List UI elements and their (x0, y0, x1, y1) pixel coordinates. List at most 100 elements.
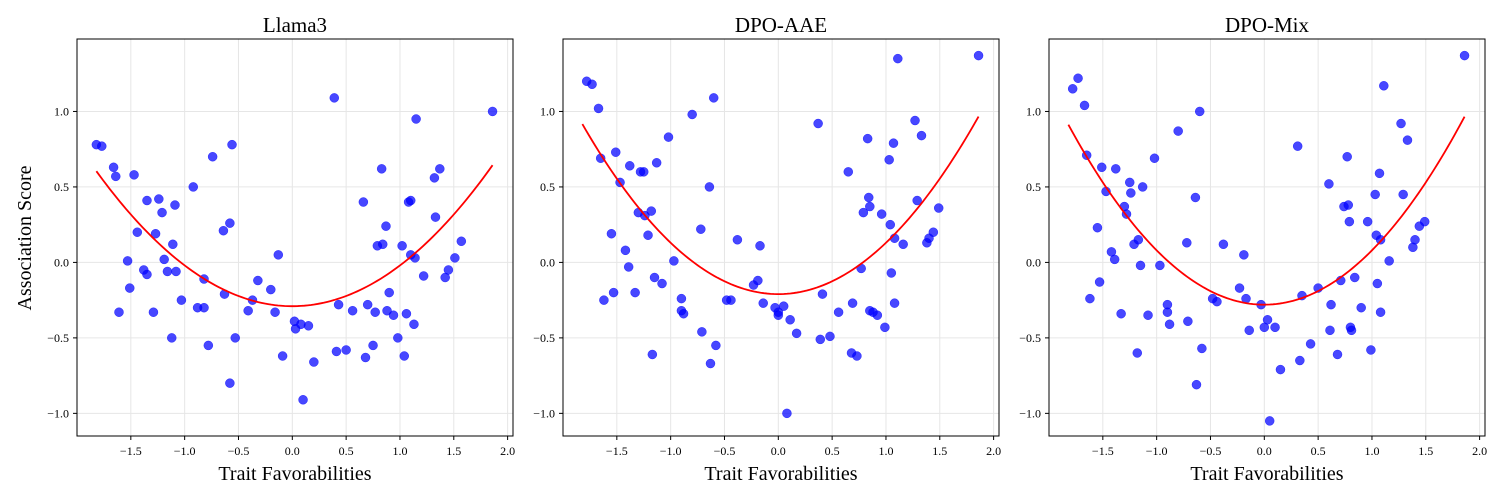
y-tick-label: 0.5 (540, 180, 555, 194)
scatter-point (910, 115, 920, 126)
scatter-point (587, 79, 597, 90)
scatter-point (623, 262, 634, 272)
panel-title: DPO-Mix (1225, 13, 1310, 37)
x-tick-label: 1.5 (446, 444, 461, 458)
scatter-point (384, 287, 394, 298)
scatter-point (1111, 164, 1121, 174)
x-tick-label: 2.0 (1472, 444, 1487, 458)
scatter-point (696, 224, 706, 234)
scatter-point (376, 164, 387, 174)
scatter-point (218, 225, 229, 236)
scatter-point (1094, 277, 1105, 287)
scatter-point (593, 103, 604, 114)
scatter-point (154, 194, 164, 204)
scatter-point (1183, 316, 1193, 327)
scatter-point (176, 295, 187, 305)
x-tick-label: 2.0 (500, 444, 515, 458)
scatter-point (1374, 168, 1385, 179)
x-tick-label: −1.0 (660, 444, 682, 458)
x-tick-label: −0.5 (1200, 444, 1222, 458)
scatter-point (912, 195, 922, 206)
scatter-point (303, 321, 314, 331)
scatter-point (916, 130, 927, 141)
scatter-point (1275, 364, 1286, 375)
scatter-point (253, 275, 263, 286)
scatter-point (676, 293, 687, 304)
scatter-point (168, 239, 178, 250)
scatter-point (643, 230, 653, 240)
scatter-point (381, 221, 391, 231)
x-tick-label: 1.5 (932, 444, 947, 458)
y-tick-label: 0.0 (540, 255, 555, 269)
scatter-point (162, 266, 173, 277)
scatter-point (1155, 260, 1165, 271)
scatter-point (1459, 50, 1470, 61)
gridlines (1049, 39, 1485, 436)
scatter-point (651, 158, 662, 168)
scatter-point (333, 299, 344, 310)
scatter-point (1092, 222, 1103, 233)
scatter-point (1325, 325, 1335, 336)
scatter-point (755, 241, 765, 251)
scatter-point (435, 164, 445, 174)
scatter-point (1384, 256, 1394, 266)
scatter-point (1218, 239, 1229, 250)
x-tick-label: 0.5 (1311, 444, 1326, 458)
x-axis-label: Trait Favorabilities (1190, 463, 1343, 485)
scatter-point (1356, 302, 1366, 313)
scatter-point (1079, 100, 1090, 111)
scatter-point (1379, 81, 1389, 91)
scatter-point (362, 299, 373, 310)
scatter-point (171, 266, 181, 277)
y-tick-label: 0.5 (1026, 180, 1041, 194)
x-tick-label: 0.5 (825, 444, 840, 458)
scatter-point (150, 228, 161, 239)
scatter-point (1164, 319, 1175, 330)
scatter-point (704, 182, 715, 192)
scatter-point (97, 141, 107, 151)
scatter-point (1149, 153, 1160, 163)
scatter-point (1332, 349, 1343, 360)
scatter-point (360, 352, 371, 363)
scatter-point (393, 333, 403, 343)
scatter-point (843, 167, 854, 177)
scatter-point (1342, 151, 1352, 162)
scatter-point (203, 340, 214, 351)
scatter-point (309, 357, 319, 367)
scatter-point (669, 256, 679, 266)
y-tick-label: −1.0 (1019, 406, 1041, 420)
scatter-point (886, 268, 897, 278)
scatter-point (368, 340, 378, 351)
scatter-point (726, 295, 736, 305)
scatter-point (382, 305, 392, 316)
scatter-point (1324, 179, 1334, 189)
scatter-point (1143, 310, 1153, 320)
scatter-point (1182, 238, 1192, 248)
scatter-point (608, 287, 619, 298)
axes-frame (76, 38, 514, 437)
scatter-point (227, 139, 237, 150)
scatter-point (230, 333, 240, 343)
x-tick-label: −1.5 (120, 444, 142, 458)
scatter-point (785, 315, 795, 325)
x-axis-label: Trait Favorabilities (218, 463, 371, 485)
scatter-point (1197, 343, 1207, 354)
x-tick-label: 0.0 (771, 444, 786, 458)
scatter-point (370, 307, 380, 317)
scatter-point (884, 155, 894, 165)
scatter-point (430, 212, 441, 222)
scatter-point (1398, 189, 1408, 200)
scatter-point (114, 307, 124, 317)
scatter-point (401, 308, 412, 319)
scatter-point (620, 245, 631, 256)
scatter-point (1372, 278, 1383, 289)
x-tick-label: −1.0 (1146, 444, 1168, 458)
scatter-point (142, 269, 152, 280)
scatter-point (630, 287, 640, 298)
x-tick-label: 1.0 (1364, 444, 1379, 458)
scatter-point (705, 358, 716, 369)
scatter-point (409, 319, 419, 330)
scatter-point (817, 289, 828, 299)
scatter-point (1362, 216, 1373, 227)
